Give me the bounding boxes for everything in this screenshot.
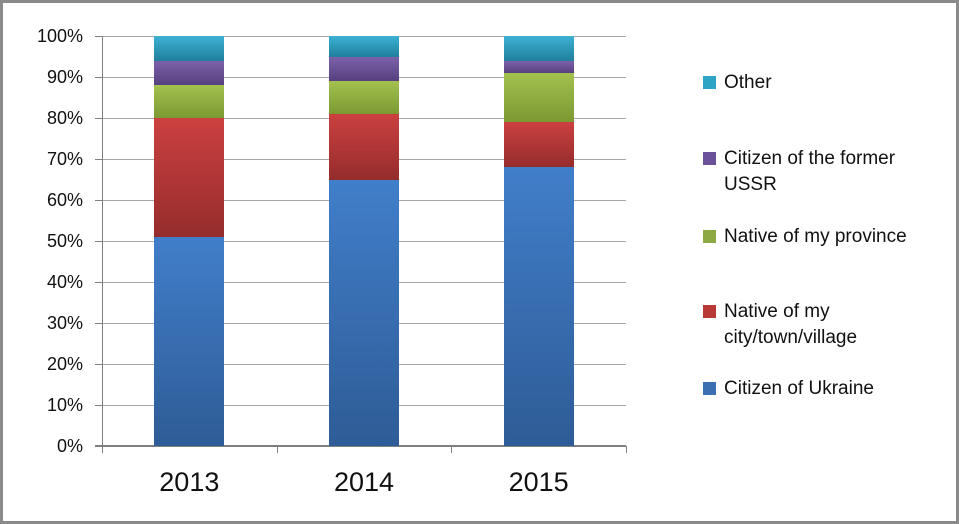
bar-segment — [154, 85, 225, 118]
legend-swatch-icon — [703, 152, 716, 165]
x-axis-category-label: 2014 — [333, 467, 395, 497]
y-axis-tick-label: 70% — [46, 149, 83, 169]
bar-segment — [503, 122, 574, 168]
bar-segment — [503, 72, 574, 123]
y-axis-tick — [95, 77, 102, 78]
legend-item: Native of my city/town/village — [703, 299, 857, 351]
x-axis-category-label: 2013 — [159, 467, 220, 497]
legend-label: Citizen of Ukraine — [724, 376, 874, 402]
legend-label: Other — [724, 70, 772, 96]
legend-swatch-icon — [703, 305, 716, 318]
plot-area — [95, 36, 627, 453]
legend-label-line: Other — [724, 72, 772, 93]
legend-item: Other — [703, 70, 772, 96]
legend-label-line: Native of my — [724, 301, 830, 322]
y-axis-tick-label: 90% — [46, 67, 83, 87]
y-axis-tick — [95, 159, 102, 160]
y-axis-tick-label: 30% — [46, 313, 83, 333]
y-axis-tick — [95, 118, 102, 119]
legend-label-line: Citizen of Ukraine — [724, 378, 874, 399]
stacked-bar — [154, 36, 225, 446]
y-axis-tick — [95, 405, 102, 406]
y-axis-tick-label: 40% — [46, 272, 83, 292]
legend-label-line: city/town/village — [724, 327, 858, 348]
y-axis-tick — [95, 36, 102, 37]
x-axis-tick — [102, 446, 103, 453]
bar-segment — [329, 81, 399, 114]
bar-segment — [503, 60, 574, 73]
y-axis-tick-label: 20% — [46, 354, 83, 374]
bar-segment — [154, 236, 225, 446]
bar-segment — [154, 60, 225, 86]
bar-segment — [154, 118, 225, 237]
stacked-bar — [329, 36, 399, 446]
y-axis-tick — [95, 323, 102, 324]
bar-segment — [503, 167, 574, 446]
y-axis-tick — [95, 364, 102, 365]
y-axis-line — [102, 36, 103, 452]
y-axis-tick-label: 80% — [46, 108, 83, 128]
legend-label: Native of my city/town/village — [724, 299, 857, 351]
x-axis-tick — [451, 446, 453, 453]
legend-item: Citizen of the former USSR — [703, 146, 895, 198]
legend-label-line: Citizen of the former — [724, 148, 896, 169]
legend-item: Native of my province — [703, 224, 907, 250]
legend-label-line: Native of my province — [724, 226, 907, 247]
legend-swatch-icon — [703, 382, 716, 395]
legend-label: Citizen of the former USSR — [724, 146, 895, 198]
x-axis-line — [95, 445, 626, 447]
y-axis-tick-label: 10% — [46, 395, 83, 415]
bar-segment — [154, 36, 225, 61]
bar-segment — [503, 36, 574, 61]
y-axis-tick-label: 0% — [56, 436, 83, 456]
y-axis-tick — [95, 282, 102, 283]
x-axis-category-label: 2015 — [508, 467, 569, 497]
x-axis-tick — [276, 446, 278, 453]
bar-segment — [329, 36, 399, 57]
y-axis-tick-label: 100% — [36, 26, 83, 46]
legend-swatch-icon — [703, 230, 716, 243]
y-axis-tick — [95, 446, 102, 447]
legend-label-line: USSR — [724, 174, 777, 195]
bar-segment — [329, 179, 399, 446]
stacked-bar — [503, 36, 574, 446]
y-axis-tick-label: 60% — [46, 190, 83, 210]
legend-swatch-icon — [703, 76, 716, 89]
y-axis-tick — [95, 241, 102, 242]
legend-label: Native of my province — [724, 224, 907, 250]
y-axis-tick-label: 50% — [46, 231, 83, 251]
x-axis-tick — [626, 446, 627, 453]
y-axis-tick — [95, 200, 102, 201]
bar-segment — [329, 113, 399, 180]
legend-item: Citizen of Ukraine — [703, 376, 874, 402]
bar-segment — [329, 56, 399, 82]
